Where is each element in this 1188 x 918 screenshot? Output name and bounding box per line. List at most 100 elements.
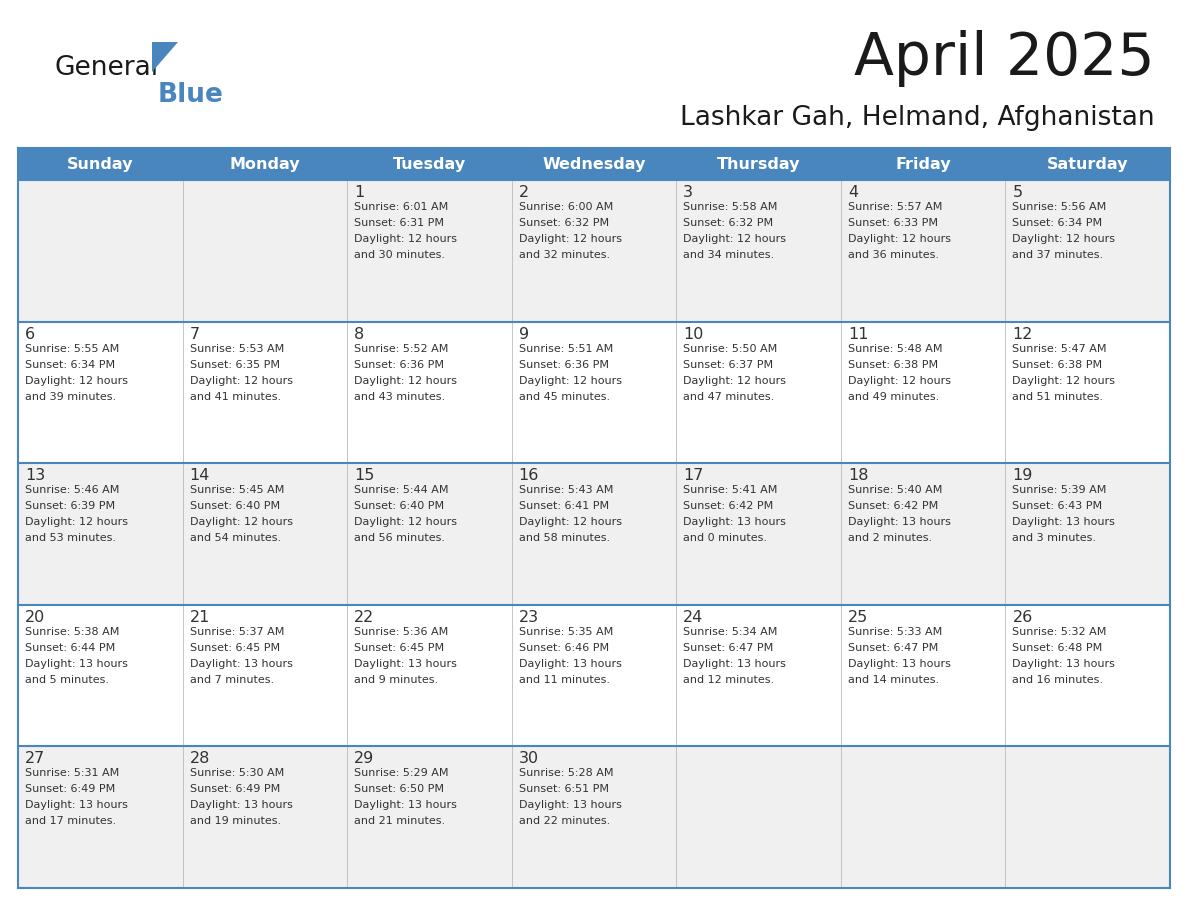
Text: Daylight: 12 hours: Daylight: 12 hours <box>683 234 786 244</box>
Text: 20: 20 <box>25 610 45 625</box>
Text: Sunset: 6:38 PM: Sunset: 6:38 PM <box>848 360 939 370</box>
Text: Sunset: 6:48 PM: Sunset: 6:48 PM <box>1012 643 1102 653</box>
Text: Sunrise: 5:40 AM: Sunrise: 5:40 AM <box>848 486 942 495</box>
Text: Sunrise: 5:47 AM: Sunrise: 5:47 AM <box>1012 343 1107 353</box>
Text: 26: 26 <box>1012 610 1032 625</box>
Text: 5: 5 <box>1012 185 1023 200</box>
Text: and 45 minutes.: and 45 minutes. <box>519 392 609 401</box>
Text: and 7 minutes.: and 7 minutes. <box>190 675 273 685</box>
Text: Sunrise: 5:43 AM: Sunrise: 5:43 AM <box>519 486 613 495</box>
Text: Sunset: 6:39 PM: Sunset: 6:39 PM <box>25 501 115 511</box>
Text: Monday: Monday <box>229 156 301 172</box>
Text: Wednesday: Wednesday <box>542 156 646 172</box>
Text: 27: 27 <box>25 752 45 767</box>
Text: Sunrise: 5:46 AM: Sunrise: 5:46 AM <box>25 486 119 495</box>
Text: 17: 17 <box>683 468 703 483</box>
Text: Daylight: 13 hours: Daylight: 13 hours <box>1012 659 1116 669</box>
Text: 21: 21 <box>190 610 210 625</box>
Text: and 14 minutes.: and 14 minutes. <box>848 675 939 685</box>
Text: Daylight: 13 hours: Daylight: 13 hours <box>190 800 292 811</box>
Text: Daylight: 12 hours: Daylight: 12 hours <box>519 375 621 386</box>
Text: 2: 2 <box>519 185 529 200</box>
Text: Sunrise: 5:53 AM: Sunrise: 5:53 AM <box>190 343 284 353</box>
Text: and 21 minutes.: and 21 minutes. <box>354 816 446 826</box>
Text: Daylight: 13 hours: Daylight: 13 hours <box>1012 517 1116 527</box>
Text: Sunset: 6:44 PM: Sunset: 6:44 PM <box>25 643 115 653</box>
Text: Sunrise: 6:00 AM: Sunrise: 6:00 AM <box>519 202 613 212</box>
Text: Daylight: 13 hours: Daylight: 13 hours <box>848 517 950 527</box>
Text: 18: 18 <box>848 468 868 483</box>
Text: 1: 1 <box>354 185 365 200</box>
Text: Sunset: 6:36 PM: Sunset: 6:36 PM <box>354 360 444 370</box>
Text: Lashkar Gah, Helmand, Afghanistan: Lashkar Gah, Helmand, Afghanistan <box>681 105 1155 131</box>
Text: and 56 minutes.: and 56 minutes. <box>354 533 446 543</box>
Text: Daylight: 12 hours: Daylight: 12 hours <box>354 375 457 386</box>
Text: 9: 9 <box>519 327 529 341</box>
Text: 28: 28 <box>190 752 210 767</box>
Text: 11: 11 <box>848 327 868 341</box>
Text: and 9 minutes.: and 9 minutes. <box>354 675 438 685</box>
Text: Sunrise: 5:33 AM: Sunrise: 5:33 AM <box>848 627 942 637</box>
Text: Sunset: 6:51 PM: Sunset: 6:51 PM <box>519 784 608 794</box>
Text: 7: 7 <box>190 327 200 341</box>
Text: Daylight: 12 hours: Daylight: 12 hours <box>25 517 128 527</box>
Text: Sunrise: 5:51 AM: Sunrise: 5:51 AM <box>519 343 613 353</box>
Text: April 2025: April 2025 <box>854 30 1155 87</box>
Text: and 32 minutes.: and 32 minutes. <box>519 250 609 260</box>
Text: and 30 minutes.: and 30 minutes. <box>354 250 446 260</box>
Text: Sunrise: 5:44 AM: Sunrise: 5:44 AM <box>354 486 449 495</box>
Text: 30: 30 <box>519 752 539 767</box>
Text: General: General <box>55 55 159 81</box>
Text: Sunrise: 6:01 AM: Sunrise: 6:01 AM <box>354 202 448 212</box>
Text: Sunset: 6:43 PM: Sunset: 6:43 PM <box>1012 501 1102 511</box>
Bar <box>18 605 1170 746</box>
Text: Sunrise: 5:30 AM: Sunrise: 5:30 AM <box>190 768 284 778</box>
Text: 13: 13 <box>25 468 45 483</box>
Text: Daylight: 13 hours: Daylight: 13 hours <box>683 517 786 527</box>
Text: Sunrise: 5:39 AM: Sunrise: 5:39 AM <box>1012 486 1107 495</box>
Text: Daylight: 12 hours: Daylight: 12 hours <box>190 375 292 386</box>
Text: Sunset: 6:50 PM: Sunset: 6:50 PM <box>354 784 444 794</box>
Text: Sunday: Sunday <box>67 156 133 172</box>
Text: 15: 15 <box>354 468 374 483</box>
Text: Daylight: 12 hours: Daylight: 12 hours <box>848 234 950 244</box>
Text: and 54 minutes.: and 54 minutes. <box>190 533 280 543</box>
Text: Sunset: 6:47 PM: Sunset: 6:47 PM <box>848 643 939 653</box>
Text: Sunrise: 5:34 AM: Sunrise: 5:34 AM <box>683 627 778 637</box>
Text: Daylight: 13 hours: Daylight: 13 hours <box>519 659 621 669</box>
Text: Daylight: 12 hours: Daylight: 12 hours <box>848 375 950 386</box>
Text: Sunrise: 5:45 AM: Sunrise: 5:45 AM <box>190 486 284 495</box>
Text: Sunset: 6:46 PM: Sunset: 6:46 PM <box>519 643 608 653</box>
Text: 3: 3 <box>683 185 694 200</box>
Text: Daylight: 12 hours: Daylight: 12 hours <box>25 375 128 386</box>
Text: Daylight: 12 hours: Daylight: 12 hours <box>354 234 457 244</box>
Text: Daylight: 12 hours: Daylight: 12 hours <box>519 234 621 244</box>
Text: and 43 minutes.: and 43 minutes. <box>354 392 446 401</box>
Text: and 37 minutes.: and 37 minutes. <box>1012 250 1104 260</box>
Text: 22: 22 <box>354 610 374 625</box>
Bar <box>18 180 1170 321</box>
Text: Sunrise: 5:41 AM: Sunrise: 5:41 AM <box>683 486 778 495</box>
Text: Sunset: 6:35 PM: Sunset: 6:35 PM <box>190 360 279 370</box>
Text: Sunset: 6:45 PM: Sunset: 6:45 PM <box>354 643 444 653</box>
Text: Sunset: 6:49 PM: Sunset: 6:49 PM <box>190 784 280 794</box>
Bar <box>18 464 1170 605</box>
Text: Sunset: 6:40 PM: Sunset: 6:40 PM <box>190 501 279 511</box>
Text: Daylight: 12 hours: Daylight: 12 hours <box>683 375 786 386</box>
Text: Sunset: 6:34 PM: Sunset: 6:34 PM <box>25 360 115 370</box>
Text: Sunset: 6:45 PM: Sunset: 6:45 PM <box>190 643 279 653</box>
Text: Daylight: 13 hours: Daylight: 13 hours <box>683 659 786 669</box>
Text: Saturday: Saturday <box>1047 156 1129 172</box>
Text: 6: 6 <box>25 327 36 341</box>
Text: 29: 29 <box>354 752 374 767</box>
Text: and 2 minutes.: and 2 minutes. <box>848 533 931 543</box>
Text: Sunrise: 5:37 AM: Sunrise: 5:37 AM <box>190 627 284 637</box>
Text: and 17 minutes.: and 17 minutes. <box>25 816 116 826</box>
Text: Sunrise: 5:29 AM: Sunrise: 5:29 AM <box>354 768 449 778</box>
Text: Sunset: 6:47 PM: Sunset: 6:47 PM <box>683 643 773 653</box>
Text: and 34 minutes.: and 34 minutes. <box>683 250 775 260</box>
Text: Daylight: 13 hours: Daylight: 13 hours <box>25 659 128 669</box>
Text: 25: 25 <box>848 610 868 625</box>
Text: and 53 minutes.: and 53 minutes. <box>25 533 116 543</box>
Text: Blue: Blue <box>158 82 223 108</box>
